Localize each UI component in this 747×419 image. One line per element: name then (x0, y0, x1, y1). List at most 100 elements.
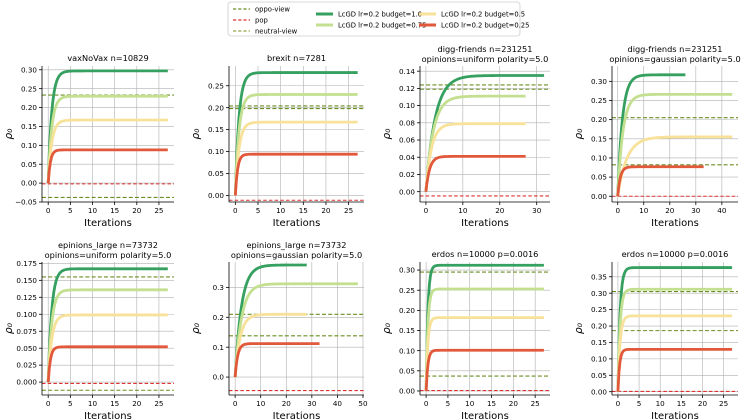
y-tick-label: 0.02 (399, 170, 415, 179)
series-line-budget-0-75 (233, 93, 358, 196)
legend-label-3: neutral-view (255, 27, 298, 35)
panel-title: vaxNoVax n=10829 (67, 53, 148, 63)
series-line-budget-1-0 (233, 263, 308, 378)
y-axis-label: ρ₀ (573, 128, 585, 140)
y-tick-label: 0.15 (21, 122, 37, 131)
x-tick-label: 5 (446, 399, 451, 408)
y-axis-label: ρ₀ (381, 128, 393, 140)
x-tick-label: 0 (424, 206, 429, 215)
series-line-budget-1-0 (233, 71, 358, 196)
x-axis-label: Iterations (84, 218, 132, 229)
series-line-budget-0-5 (424, 122, 527, 192)
panel-subtitle: opinions=uniform polarity=5.0 (422, 54, 549, 64)
x-tick-label: 10 (88, 206, 98, 215)
y-axis-label: ρ₀ (573, 322, 585, 334)
panel-8: 0 5 10 15 20 25 0.00 0.05 0.10 0.15 0.20 0.25 0.30 0.… (573, 249, 738, 419)
series-line-budget-0-25 (616, 165, 705, 197)
panel-7: 0 5 10 15 20 25 0.00 0.05 0.10 0.15 0.20 0.25 0.30 er… (381, 249, 550, 419)
x-tick-label: 40 (333, 399, 343, 408)
x-tick-label: 10 (465, 399, 475, 408)
y-tick-label: 0.20 (399, 306, 415, 315)
x-tick-label: 25 (154, 399, 163, 408)
y-tick-label: 0.20 (208, 103, 224, 112)
series-line-budget-0-5 (233, 312, 308, 378)
x-tick-label: 25 (344, 206, 353, 215)
x-axis-label: Iterations (651, 218, 699, 229)
y-tick-label: 0.00 (591, 387, 607, 396)
x-axis-label: Iterations (461, 411, 509, 419)
series-line-budget-0-25 (233, 342, 321, 378)
series-line-budget-0-75 (424, 94, 527, 192)
x-axis-label: Iterations (461, 218, 509, 229)
x-tick-label: 15 (299, 206, 308, 215)
y-tick-label: 0.25 (399, 286, 415, 295)
series-line-budget-0-5 (616, 314, 733, 392)
y-tick-label: 0.00 (21, 179, 37, 188)
y-axis-label: ρ₀ (381, 322, 393, 334)
panel-title: digg-friends n=231251 (628, 44, 723, 54)
panel-6: 0 10 20 30 40 50 0.0 0.1 0.2 0.3 epinions_large n=… (190, 240, 368, 419)
y-tick-label: 0.10 (21, 141, 37, 150)
x-tick-label: 5 (68, 399, 73, 408)
y-tick-label: 0.25 (21, 84, 37, 93)
series-line-budget-0-25 (46, 148, 169, 184)
y-tick-label: 0.125 (16, 293, 37, 302)
y-tick-label: 0.05 (208, 169, 224, 178)
y-tick-label: 0.06 (399, 136, 415, 145)
y-tick-label: 0.25 (208, 81, 224, 90)
y-tick-label: 0.20 (21, 103, 37, 112)
panel-subtitle: opinions=gaussian polarity=5.0 (231, 250, 362, 260)
legend-label-1: oppo-view (255, 5, 290, 13)
y-tick-label: 0.05 (591, 173, 607, 182)
y-tick-label: 0.05 (21, 160, 37, 169)
legend-label-6: LcGD lr=0.2 budget=0.5 (441, 10, 525, 18)
y-tick-label: 0.3 (213, 283, 224, 292)
y-tick-label: 0.100 (16, 310, 37, 319)
y-axis-label: ρ₀ (190, 128, 202, 140)
x-axis-label: Iterations (273, 411, 321, 419)
panel-1: 0 5 10 15 20 25 −0.05 0.00 0.05 0.10 0.15 0.20 0.25 0… (3, 53, 174, 229)
x-tick-label: 15 (677, 399, 686, 408)
x-tick-label: 5 (637, 399, 642, 408)
series-line-budget-0-75 (616, 92, 734, 197)
panel-title: digg-friends n=231251 (438, 44, 533, 54)
panel-title: epinions_large n=73732 (58, 240, 158, 250)
y-axis-label: ρ₀ (190, 322, 202, 334)
y-tick-label: 0.025 (16, 361, 37, 370)
panel-title: epinions_large n=73732 (247, 240, 347, 250)
x-tick-label: 0 (233, 399, 238, 408)
legend-label-2: pop (255, 16, 268, 24)
y-tick-label: 0.10 (591, 354, 607, 363)
y-axis-label: ρ₀ (3, 322, 15, 334)
y-tick-label: 0.075 (16, 327, 37, 336)
x-tick-label: 30 (307, 399, 317, 408)
x-tick-label: 20 (282, 399, 292, 408)
x-tick-label: 5 (68, 206, 73, 215)
panel-subtitle: opinions=uniform polarity=5.0 (45, 250, 172, 260)
x-tick-label: 15 (110, 206, 119, 215)
y-tick-label: 0.30 (399, 266, 415, 275)
x-tick-label: 0 (233, 206, 238, 215)
x-tick-label: 0 (46, 399, 51, 408)
y-tick-label: 0.10 (399, 346, 415, 355)
x-tick-label: 30 (691, 206, 701, 215)
x-tick-label: 10 (276, 206, 286, 215)
legend-label-7: LcGD lr=0.2 budget=0.25 (441, 21, 529, 29)
y-tick-label: 0.15 (208, 125, 224, 134)
y-tick-label: 0.30 (591, 289, 607, 298)
x-tick-label: 30 (532, 206, 542, 215)
y-tick-label: 0.00 (208, 191, 224, 200)
y-tick-label: 0.20 (591, 322, 607, 331)
panel-title: erdos n=10000 p=0.0016 (622, 249, 729, 259)
y-tick-label: 0.05 (591, 371, 607, 380)
panel-title: brexit n=7281 (267, 53, 326, 63)
x-tick-label: 20 (132, 206, 142, 215)
x-tick-label: 20 (495, 206, 505, 215)
series-line-budget-1-0 (616, 266, 733, 392)
x-tick-label: 15 (110, 399, 119, 408)
y-tick-label: 0.2 (213, 313, 224, 322)
series-line-budget-0-25 (616, 347, 733, 392)
y-tick-label: 0.050 (16, 344, 37, 353)
series-line-budget-1-0 (616, 73, 687, 197)
